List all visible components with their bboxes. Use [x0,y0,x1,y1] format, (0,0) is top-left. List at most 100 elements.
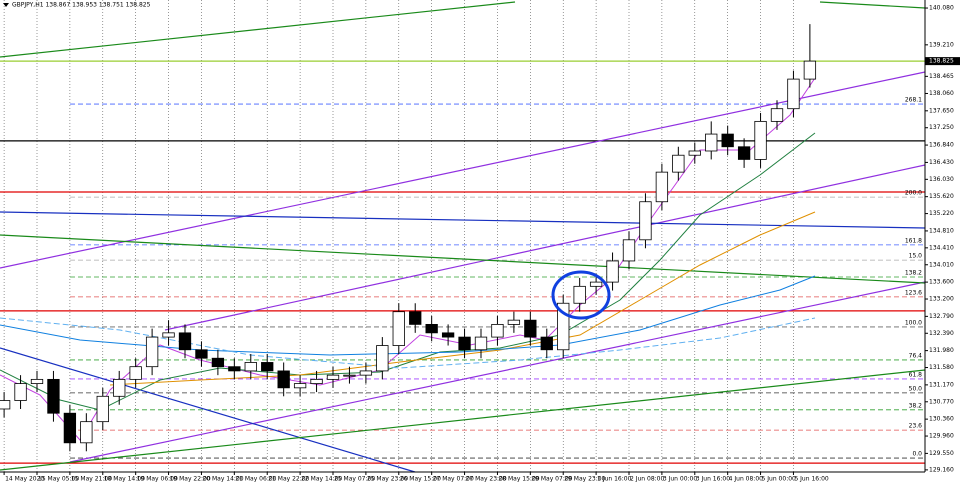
candle-body [376,345,389,372]
candle-body [474,336,488,351]
trend-lines [0,1,926,473]
candle-body [425,323,438,334]
x-tick-label: 15 May 05:00 [38,476,79,483]
fib-level-label: 38.2 [909,402,923,409]
candle-body [705,133,718,152]
x-tick-label: 5 Jun 16:00 [794,476,828,483]
fib-level-label: 200.0 [905,190,922,197]
fib-level-label: 76.4 [909,352,923,359]
candle-body [803,60,817,80]
y-tick-label: 130.360 [929,416,954,423]
x-tick-label: 1 Jun 16:00 [597,476,631,483]
candle-body [392,311,405,346]
candle-body [688,150,701,156]
y-tick-label: 139.210 [929,41,954,48]
y-tick-label: 131.170 [929,381,954,388]
x-tick-label: 20 May 14:00 [202,476,243,483]
fib-level-label: 0.0 [912,451,922,458]
candle-body [507,319,521,325]
y-tick-label: 135.220 [929,210,954,217]
y-tick-label: 134.410 [929,244,954,251]
fib-level-label: 15.0 [909,253,923,260]
candle-body [359,370,373,376]
trend-line [0,71,926,269]
fib-level-label: 268.1 [905,97,922,104]
candle-body [655,171,669,203]
ma-line [0,317,816,369]
candle-body [30,378,44,385]
current-price-label: 138.825 [929,58,954,65]
candle-body [754,120,767,160]
candle-body [14,383,27,401]
candle-body [63,412,77,444]
ma-line [0,275,816,356]
fib-level-label: 161.8 [905,237,922,244]
candle-body [721,133,734,148]
ma-line [109,211,816,386]
highlight-ellipse [551,270,611,320]
candle-body [145,336,159,368]
x-tick-label: 3 Jun 16:00 [696,476,730,483]
x-tick-label: 2 Jun 08:00 [630,476,664,483]
candle-body [409,311,422,325]
candle-body [441,332,455,338]
grid [3,0,794,472]
candle-body [622,239,636,262]
candles [0,24,817,452]
x-tick-label: 5 Jun 00:00 [762,476,796,483]
candle-body [178,332,192,351]
candle-body [787,78,800,110]
trend-line [819,1,926,9]
x-tick-label: 21 May 06:00 [235,476,276,483]
x-tick-label: 29 May 23:00 [564,476,605,483]
y-tick-label: 140.080 [929,5,954,12]
fib-level-label: 100.0 [905,319,922,326]
x-tick-label: 3 Jun 00:00 [663,476,697,483]
y-tick-label: 137.250 [929,124,954,131]
x-tick-label: 19 May 06:00 [137,476,178,483]
trend-line [0,369,926,471]
fib-level-label: 138.2 [905,270,922,277]
candle-body [80,421,93,444]
candle-body [211,357,225,368]
y-tick-label: 138.060 [929,90,954,97]
candle-body [261,362,274,372]
candle-body [113,378,126,397]
candle-body [310,378,323,385]
y-tick-label: 132.790 [929,313,954,320]
candle-body [639,201,652,241]
x-tick-label: 14 May 2020 [5,476,44,483]
candle-body [573,285,586,304]
candle-body [540,336,553,351]
x-tick-label: 28 May 15:00 [498,476,539,483]
candle-body [770,108,784,122]
trend-line [0,1,516,58]
current-price-box [925,57,960,66]
x-tick-label: 25 May 23:00 [367,476,408,483]
x-tick-label: 19 May 22:00 [170,476,211,483]
x-tick-label: 18 May 14:00 [104,476,145,483]
y-tick-label: 136.840 [929,142,954,149]
candle-body [737,146,751,160]
y-tick-label: 130.770 [929,398,954,405]
x-tick-label: 29 May 07:00 [531,476,572,483]
y-tick-label: 132.390 [929,330,954,337]
x-tick-label: 25 May 07:00 [334,476,375,483]
candle-body [47,378,60,414]
candle-body [195,349,208,359]
y-tick-label: 131.980 [929,347,954,354]
trend-line [0,211,926,229]
trend-line [164,164,926,331]
candle-body [524,319,537,338]
y-tick-label: 138.465 [929,73,954,80]
chart-title: GBPJPY,H1 138.867 138.953 138.751 138.82… [12,2,151,9]
candle-body [326,374,340,380]
y-tick-label: 135.620 [929,193,954,200]
y-tick-label: 136.430 [929,159,954,166]
candle-body [606,260,619,283]
x-tick-label: 22 May 14:00 [301,476,342,483]
x-tick-label: 26 May 15:00 [400,476,441,483]
y-tick-label: 134.810 [929,227,954,234]
